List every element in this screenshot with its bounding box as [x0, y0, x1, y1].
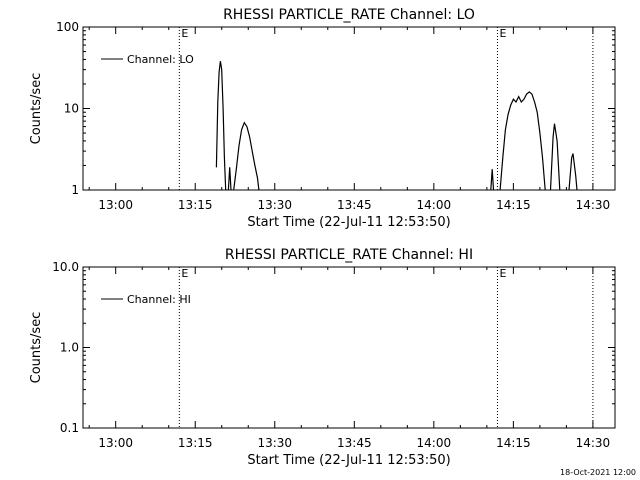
chart-title: RHESSI PARTICLE_RATE Channel: HI: [225, 247, 473, 263]
y-tick-label: 1.0: [60, 341, 79, 355]
series-line-segment: [233, 121, 260, 191]
x-tick-label: 14:15: [496, 436, 531, 450]
x-tick-label: 13:15: [178, 436, 213, 450]
y-axis-label: Counts/sec: [29, 73, 44, 145]
y-tick-label: 10: [64, 102, 79, 116]
y-tick-label: 10.0: [52, 260, 79, 274]
legend-label: Channel: LO: [127, 53, 194, 66]
x-tick-label: 13:00: [98, 436, 133, 450]
chart-title: RHESSI PARTICLE_RATE Channel: LO: [223, 7, 475, 23]
x-tick-label: 13:45: [337, 436, 372, 450]
x-tick-label: 14:00: [417, 436, 452, 450]
series-line-segment: [568, 153, 578, 191]
y-tick-label: 100: [56, 20, 79, 34]
hi-channel-panel: RHESSI PARTICLE_RATE Channel: HI 13:00 13:…: [29, 247, 616, 468]
date-stamp: 18-Oct-2021 12:00: [560, 468, 636, 477]
event-marker-label: E: [181, 27, 188, 40]
x-tick-label: 13:45: [337, 198, 372, 212]
x-tick-label: 14:15: [496, 198, 531, 212]
series-line-segment: [490, 169, 495, 191]
series-line-segment: [499, 91, 546, 191]
y-axis-label: Counts/sec: [29, 312, 44, 384]
series-line-segment: [549, 123, 561, 191]
lo-channel-panel: RHESSI PARTICLE_RATE Channel: LO 13:00 13:…: [29, 7, 616, 230]
x-axis-label: Start Time (22-Jul-11 12:53:50): [247, 215, 450, 230]
x-tick-label: 13:00: [98, 198, 133, 212]
event-marker-label: E: [499, 267, 506, 280]
x-tick-label: 14:30: [576, 198, 611, 212]
series-line-segment: [215, 61, 227, 191]
x-axis-label: Start Time (22-Jul-11 12:53:50): [247, 453, 450, 468]
x-tick-label: 13:30: [257, 198, 292, 212]
event-marker-label: E: [181, 267, 188, 280]
y-tick-label: 1: [71, 183, 79, 197]
event-marker-label: E: [499, 27, 506, 40]
legend-label: Channel: HI: [127, 293, 191, 306]
x-tick-label: 14:00: [417, 198, 452, 212]
x-tick-label: 13:30: [257, 436, 292, 450]
plot-frame: [82, 266, 616, 429]
x-tick-label: 14:30: [576, 436, 611, 450]
x-tick-label: 13:15: [178, 198, 213, 212]
plot-frame: [82, 26, 616, 191]
y-tick-label: 0.1: [60, 421, 79, 435]
series-line-segment: [227, 167, 232, 191]
